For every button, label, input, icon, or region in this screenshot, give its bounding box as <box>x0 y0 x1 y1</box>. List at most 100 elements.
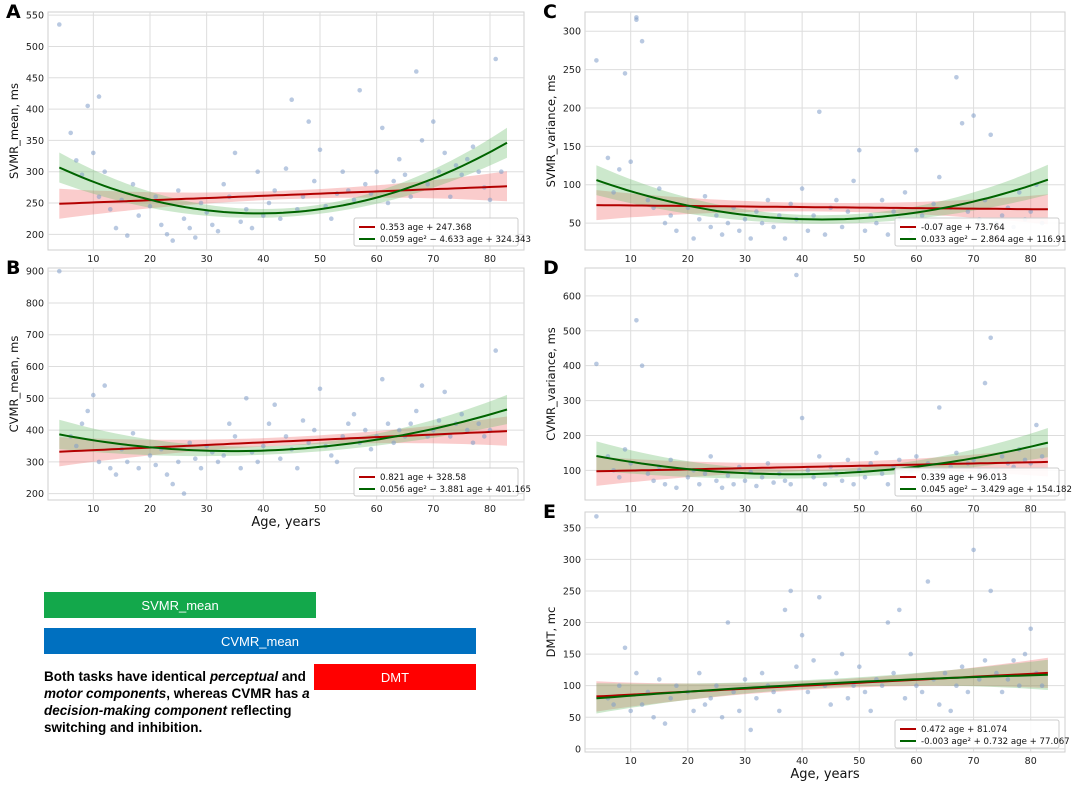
data-point <box>487 197 493 203</box>
y-tick-label: 500 <box>26 394 44 405</box>
data-point <box>1039 454 1045 459</box>
x-tick-label: 30 <box>739 254 751 265</box>
data-point <box>982 380 988 386</box>
panel-a: 10 20 30 40 50 60 70 80 200 250 300 350 400 450 500 550… <box>6 1 531 265</box>
data-point <box>476 169 482 174</box>
data-point <box>668 696 673 701</box>
y-tick-label: 100 <box>563 180 581 191</box>
y-tick-label: 300 <box>26 167 44 178</box>
data-point <box>266 200 272 206</box>
data-point <box>725 620 731 625</box>
x-tick-label: 40 <box>796 254 808 265</box>
data-point <box>754 209 759 214</box>
data-point <box>187 440 192 446</box>
data-point <box>1017 190 1022 195</box>
data-point <box>499 169 504 174</box>
data-point <box>181 216 187 221</box>
y-tick-label: 50 <box>569 713 581 724</box>
data-point <box>737 708 742 714</box>
y-tick-label: 600 <box>26 362 44 373</box>
legend-entry: 0.056 age² − 3.881 age + 401.165 <box>380 485 531 495</box>
data-point <box>891 209 896 214</box>
plot-frame <box>47 11 525 251</box>
data-point <box>628 708 633 714</box>
data-point <box>737 228 742 234</box>
data-point <box>811 658 816 663</box>
data-point <box>215 459 221 465</box>
legend-box <box>894 217 1060 247</box>
quadratic-confidence-band <box>596 428 1048 479</box>
data-point <box>278 456 283 462</box>
data-point <box>351 197 357 203</box>
data-point <box>215 228 221 234</box>
data-point <box>754 696 759 701</box>
data-point <box>419 383 425 388</box>
data-point <box>238 219 243 225</box>
data-point <box>851 683 856 688</box>
data-point <box>187 225 192 231</box>
data-point <box>125 459 130 465</box>
data-point <box>380 125 385 131</box>
panel-c: 10 20 30 40 50 60 70 80 50 100 150 200 250 300 -0.07 a… <box>543 1 1067 265</box>
data-point <box>351 411 357 417</box>
y-axis-label: SVMR_mean, ms <box>7 83 21 179</box>
data-point <box>794 664 799 669</box>
data-point <box>714 478 719 484</box>
data-point <box>771 689 776 695</box>
x-tick-label: 60 <box>371 254 383 265</box>
data-point <box>594 361 599 367</box>
legend-entry: 0.821 age + 328.58 <box>380 473 466 483</box>
legend: 0.353 age + 247.368 0.059 age² − 4.633 ag… <box>353 217 531 247</box>
data-point <box>198 465 204 471</box>
data-point <box>181 491 187 496</box>
data-point <box>611 190 616 195</box>
data-point <box>1022 651 1028 657</box>
y-tick-label: 300 <box>563 555 581 566</box>
data-point <box>391 178 397 184</box>
data-point <box>102 383 107 388</box>
data-point <box>1028 209 1033 214</box>
y-tick-label: 350 <box>26 136 44 147</box>
data-point <box>414 69 419 74</box>
data-point <box>147 203 153 209</box>
caption-text-2: and <box>278 669 306 684</box>
data-point <box>289 97 295 102</box>
data-point <box>193 456 198 462</box>
x-axis-label: Age, years <box>790 767 859 782</box>
data-point <box>617 167 622 172</box>
data-point <box>965 209 971 214</box>
data-point <box>851 482 856 487</box>
y-tick-label: 500 <box>563 326 581 337</box>
quadratic-confidence-band <box>596 659 1048 714</box>
data-point <box>759 670 765 676</box>
caption-text-3: , whereas CVMR has <box>166 686 303 701</box>
caption-emphasis-motor: motor components <box>44 686 167 701</box>
data-point <box>885 232 891 237</box>
data-point <box>674 228 679 234</box>
data-point <box>691 708 696 714</box>
data-point <box>834 670 839 676</box>
data-point <box>902 190 908 195</box>
data-point <box>221 181 226 187</box>
y-tick-label: 200 <box>563 618 581 629</box>
data-point <box>662 482 668 487</box>
data-point <box>113 225 119 231</box>
x-tick-label: 10 <box>87 254 99 265</box>
data-point <box>639 702 645 707</box>
data-point <box>374 169 380 174</box>
data-point <box>759 475 765 480</box>
data-point <box>937 174 942 180</box>
data-point <box>170 481 175 487</box>
data-point <box>777 213 782 218</box>
data-point <box>805 468 811 473</box>
data-point <box>657 186 662 191</box>
data-point <box>639 38 645 44</box>
data-point <box>255 169 260 174</box>
data-point <box>754 483 759 489</box>
data-point <box>465 427 470 433</box>
data-point <box>862 228 868 234</box>
data-point <box>782 478 788 484</box>
legend: 0.339 age + 96.013 0.045 age² − 3.429 age… <box>894 467 1072 497</box>
quadratic-fit-line <box>596 673 1048 700</box>
data-point <box>357 88 363 93</box>
